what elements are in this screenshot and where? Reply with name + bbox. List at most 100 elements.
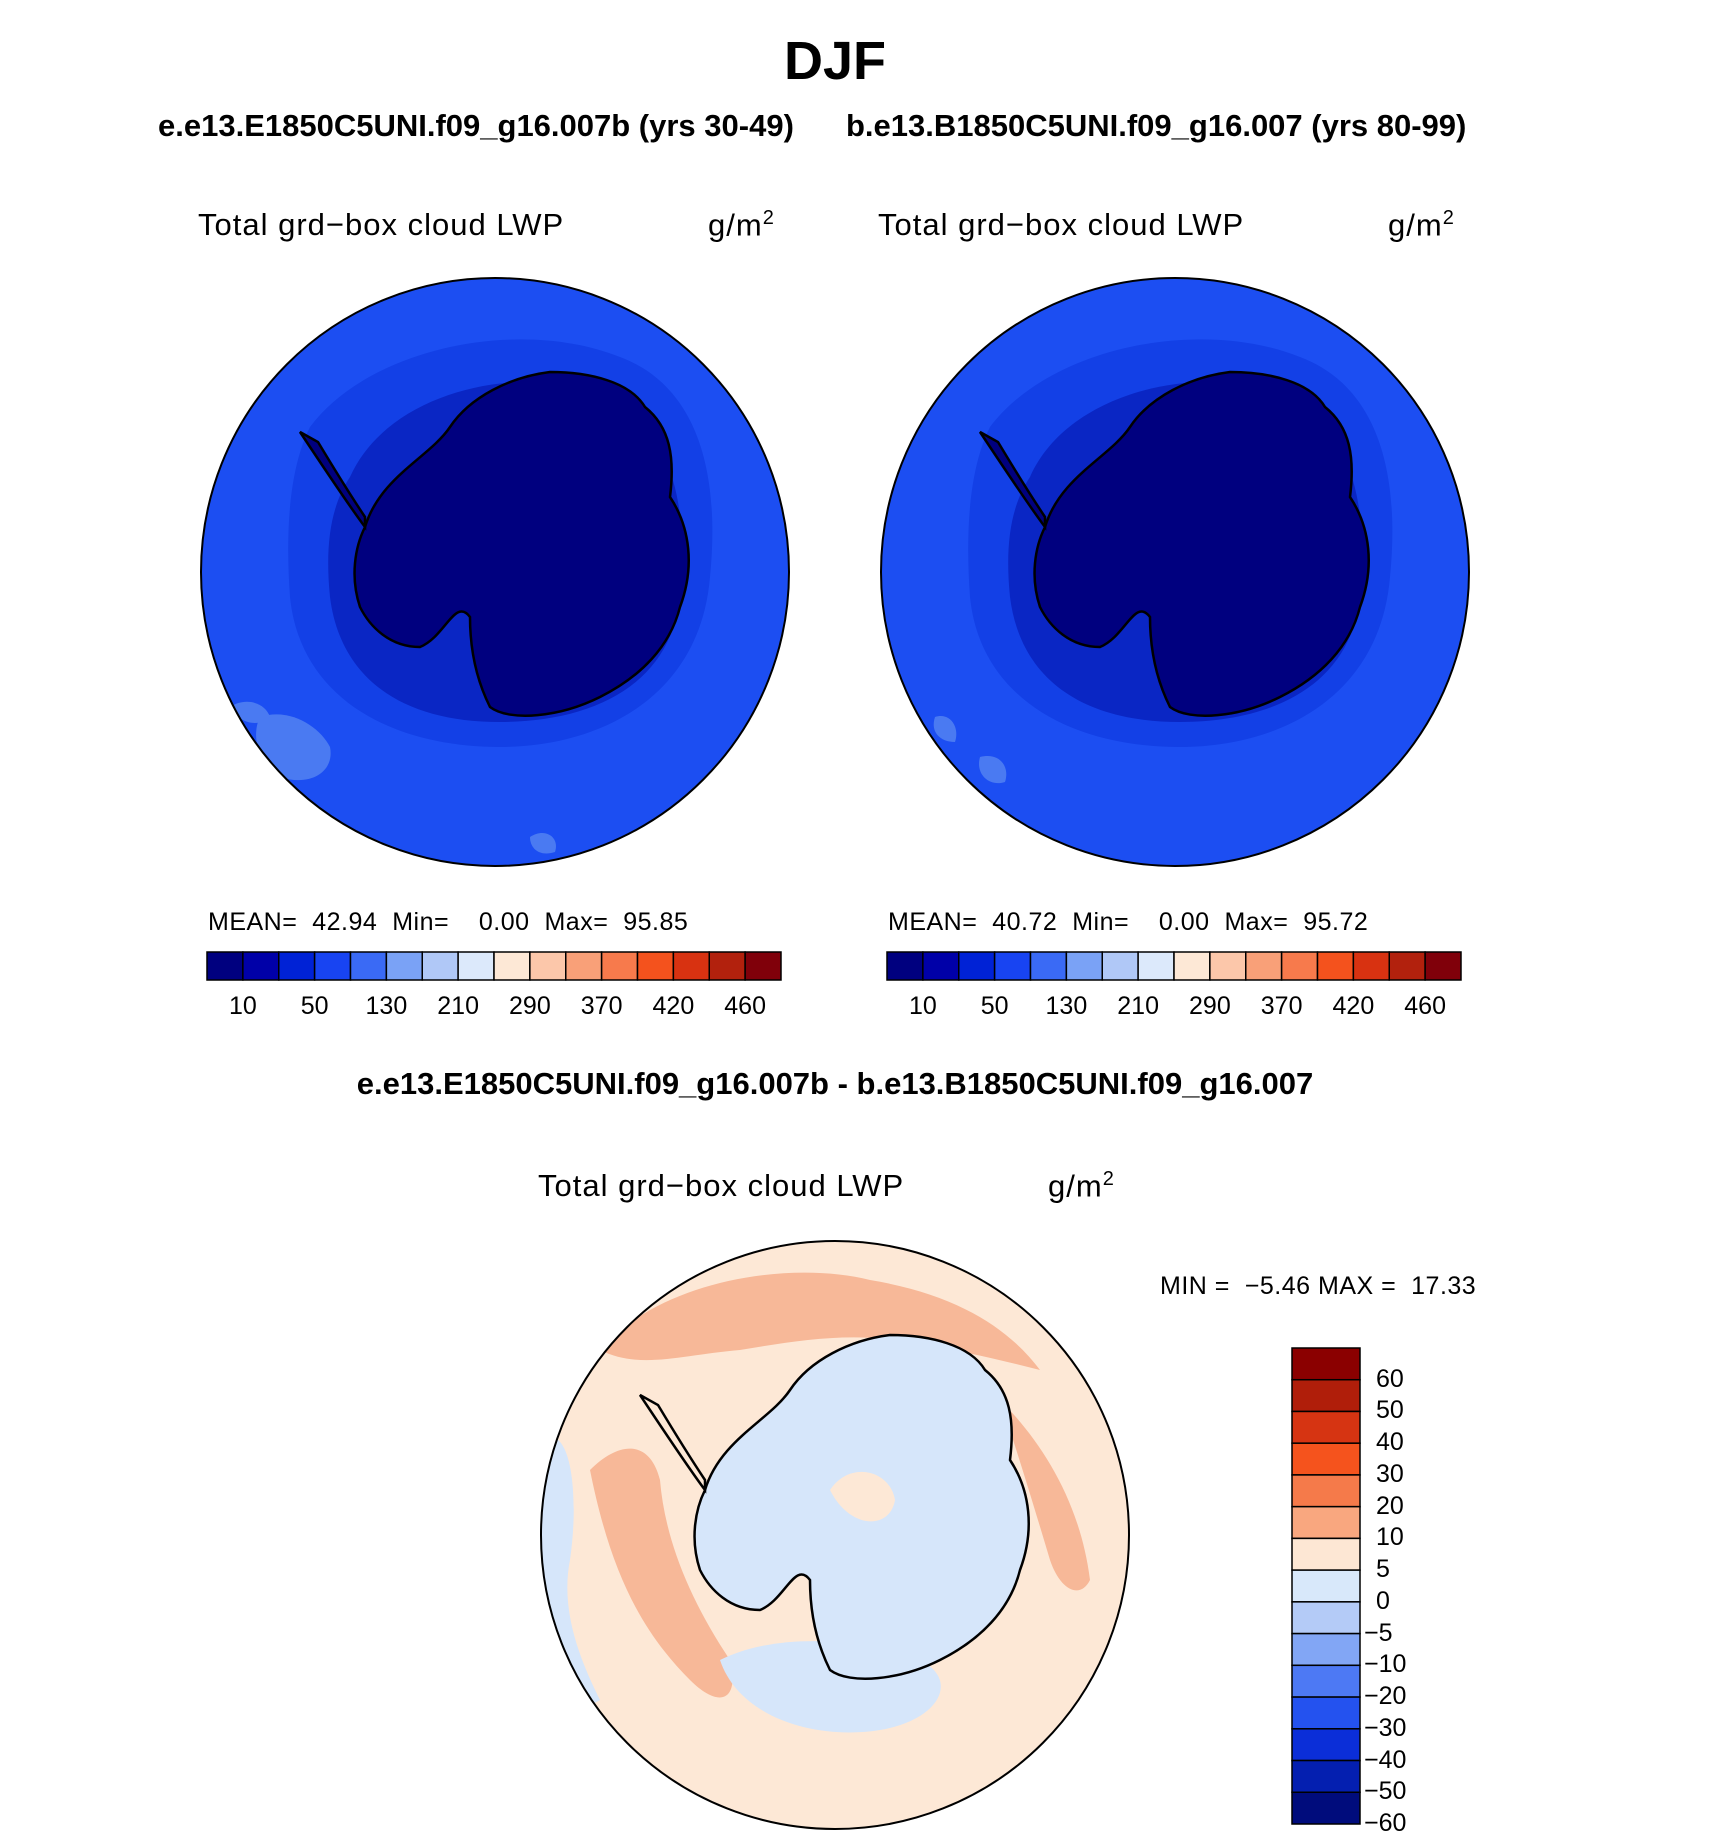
colorbar-tick-label: 210	[1117, 992, 1159, 1020]
colorbar-tick-label: 130	[1045, 992, 1088, 1020]
colorbar-swatch	[278, 951, 316, 981]
colorbar-difference-ticks: 60 50 40 30 20 10 5 0 −5 −10 −20 −30 −40 −50 −60	[1364, 1348, 1450, 1837]
colorbar-tick-label: 30	[1376, 1459, 1404, 1488]
colorbar-tick-label: 370	[1260, 992, 1303, 1020]
diff-minmax: MIN = −5.46 MAX = 17.33	[1160, 1272, 1477, 1300]
colorbar-swatch	[1291, 1791, 1361, 1825]
case-title-right: b.e13.B1850C5UNI.f09_g16.007 (yrs 80-99)	[846, 108, 1467, 143]
colorbar-swatch	[886, 951, 924, 981]
colorbar-right-ticks: 10 50 130 210 290 370 420 460	[887, 992, 1461, 1022]
colorbar-swatch	[1291, 1759, 1361, 1794]
main-title: DJF	[783, 31, 886, 91]
map-border	[200, 277, 790, 867]
colorbar-swatch	[672, 951, 710, 981]
colorbar-swatch	[349, 951, 388, 981]
colorbar-swatch	[1291, 1410, 1361, 1444]
colorbar-swatch	[1291, 1569, 1361, 1603]
colorbar-tick-label: 50	[1376, 1396, 1404, 1425]
map-border	[880, 277, 1470, 867]
light-patch-1	[979, 756, 1007, 784]
colorbar-tick-label: 5	[1376, 1555, 1390, 1584]
colorbar-tick-label: 0	[1376, 1586, 1390, 1615]
light-patch-1	[256, 714, 331, 781]
colorbar-swatch	[1291, 1664, 1361, 1698]
map-left	[200, 277, 790, 867]
light-patch-2	[933, 716, 957, 742]
colorbar-tick-label: 460	[724, 992, 766, 1020]
units-label-right: g/m2	[1388, 207, 1455, 243]
colorbar-tick-label: 370	[580, 992, 623, 1020]
colorbar-swatch	[1291, 1442, 1361, 1476]
diff-pos-east	[1000, 1400, 1090, 1591]
colorbar-tick-label: 420	[1332, 992, 1375, 1020]
case-title-left: e.e13.E1850C5UNI.f09_g16.007b (yrs 30-49…	[158, 108, 794, 143]
colorbar-difference	[1291, 1347, 1361, 1825]
map-right	[880, 277, 1470, 867]
variable-label-right: Total grd−box cloud LWP	[878, 207, 1245, 242]
colorbar-tick-label: −60	[1364, 1809, 1407, 1837]
colorbar-tick-label: 50	[980, 992, 1009, 1020]
colorbar-swatch	[242, 951, 280, 981]
colorbar-tick-label: 420	[652, 992, 695, 1020]
colorbar-tick-label: 130	[365, 992, 408, 1020]
peninsula-coastline	[638, 1393, 707, 1494]
colorbar-swatch	[529, 951, 567, 981]
colorbar-swatch	[1352, 951, 1390, 981]
colorbar-swatch	[922, 951, 960, 981]
colorbar-swatch	[1291, 1601, 1361, 1635]
colorbar-swatch	[1209, 951, 1247, 981]
colorbar-swatch	[708, 951, 746, 981]
colorbar-swatch	[993, 951, 1032, 981]
units-label-diff: g/m2	[1048, 1168, 1115, 1204]
colorbar-tick-label: 20	[1376, 1491, 1404, 1520]
colorbar-swatch	[1029, 951, 1068, 981]
colorbar-swatch	[385, 951, 423, 981]
colorbar-swatch	[1291, 1632, 1361, 1667]
colorbar-swatch	[600, 951, 639, 981]
colorbar-tick-label: −10	[1364, 1650, 1407, 1679]
colorbar-swatch	[1245, 951, 1283, 981]
map-border	[540, 1240, 1130, 1830]
stats-right: MEAN= 40.72 Min= 0.00 Max= 95.72	[888, 908, 1369, 936]
colorbar-tick-label: 40	[1376, 1428, 1404, 1457]
variable-label-diff: Total grd−box cloud LWP	[538, 1168, 905, 1203]
colorbar-swatch	[1291, 1347, 1361, 1381]
colorbar-tick-label: −20	[1364, 1682, 1407, 1711]
colorbar-tick-label: 460	[1404, 992, 1446, 1020]
colorbar-tick-label: 290	[1189, 992, 1231, 1020]
colorbar-tick-label: −40	[1364, 1745, 1407, 1774]
light-patch-3	[530, 832, 556, 854]
colorbar-swatch	[493, 951, 531, 981]
antarctica-land	[1033, 370, 1370, 717]
variable-label-left: Total grd−box cloud LWP	[198, 207, 565, 242]
colorbar-swatch	[1316, 951, 1355, 981]
colorbar-tick-label: 50	[300, 992, 329, 1020]
colorbar-swatch	[1280, 951, 1319, 981]
colorbar-swatch	[744, 951, 782, 981]
colorbar-swatch	[1291, 1696, 1361, 1730]
colorbar-tick-label: −5	[1364, 1618, 1393, 1647]
colorbar-swatch	[1291, 1537, 1361, 1571]
colorbar-swatch	[1137, 951, 1175, 981]
colorbar-tick-label: −50	[1364, 1777, 1407, 1806]
colorbar-tick-label: 10	[228, 992, 257, 1020]
diff-pos-west	[590, 1448, 733, 1698]
colorbar-swatch	[1101, 951, 1139, 981]
colorbar-swatch	[1065, 951, 1103, 981]
colorbar-tick-label: −30	[1364, 1713, 1407, 1742]
colorbar-swatch	[565, 951, 603, 981]
colorbar-tick-label: 210	[437, 992, 479, 1020]
stats-left: MEAN= 42.94 Min= 0.00 Max= 95.85	[208, 908, 689, 936]
colorbar-right	[886, 951, 1462, 981]
difference-title: e.e13.E1850C5UNI.f09_g16.007b - b.e13.B1…	[356, 1066, 1314, 1101]
colorbar-tick-label: 10	[908, 992, 937, 1020]
colorbar-swatch	[1291, 1728, 1361, 1762]
colorbar-swatch	[636, 951, 675, 981]
colorbar-swatch	[958, 951, 996, 981]
colorbar-swatch	[206, 951, 244, 981]
antarctic-peninsula	[978, 430, 1047, 531]
units-label-left: g/m2	[708, 207, 775, 243]
antarctica-coastline	[693, 1333, 1030, 1680]
colorbar-swatch	[313, 951, 352, 981]
colorbar-swatch	[1388, 951, 1426, 981]
